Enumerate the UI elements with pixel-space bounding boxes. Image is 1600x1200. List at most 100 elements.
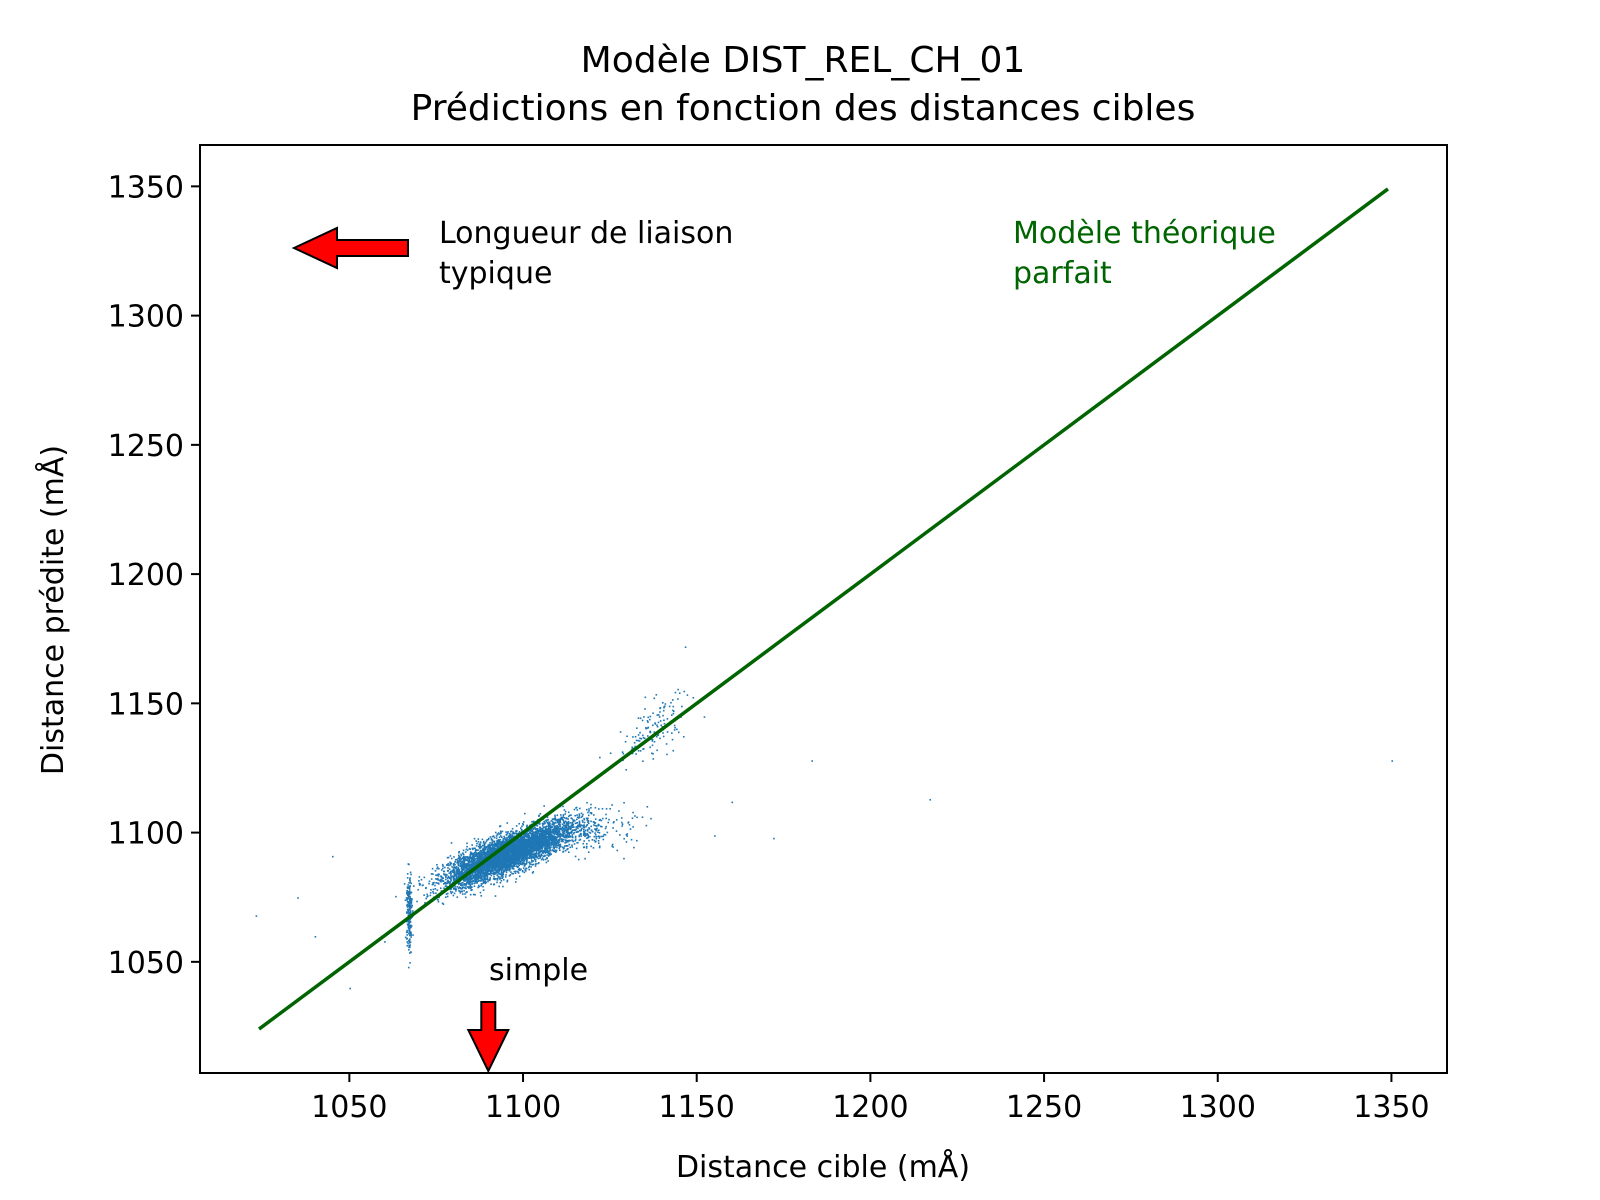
data-point	[524, 858, 526, 860]
data-point	[469, 893, 472, 896]
data-point	[511, 872, 513, 875]
data-point	[503, 869, 505, 872]
data-point	[490, 848, 492, 851]
data-point	[460, 854, 463, 857]
data-point	[514, 846, 516, 848]
data-point	[473, 864, 476, 867]
data-point	[500, 870, 503, 872]
data-point	[495, 862, 498, 865]
data-point	[492, 859, 495, 861]
data-point	[492, 860, 495, 863]
data-point	[534, 841, 536, 843]
data-point	[525, 825, 528, 828]
data-point	[472, 863, 475, 866]
data-point	[557, 839, 560, 841]
data-point	[449, 855, 452, 857]
data-point	[555, 818, 557, 821]
data-point	[448, 868, 451, 870]
data-point	[544, 850, 546, 852]
data-point	[578, 814, 581, 817]
data-point	[536, 824, 539, 827]
data-point	[523, 859, 526, 862]
data-point	[486, 848, 489, 851]
data-point	[555, 833, 558, 836]
data-point	[582, 830, 585, 833]
data-point	[534, 833, 537, 836]
data-point	[506, 822, 509, 824]
data-point	[516, 862, 519, 865]
data-point	[453, 878, 455, 880]
data-point	[508, 832, 511, 835]
data-point	[419, 883, 422, 886]
data-point	[438, 896, 440, 899]
data-point	[466, 863, 469, 866]
data-point	[492, 883, 495, 886]
data-point	[403, 883, 406, 885]
data-point	[515, 860, 518, 862]
data-point	[528, 831, 531, 834]
data-point	[540, 835, 543, 838]
data-point	[532, 857, 535, 859]
data-point	[533, 847, 535, 850]
data-point	[487, 844, 489, 847]
data-point	[471, 847, 474, 850]
data-point	[447, 879, 449, 882]
data-point	[453, 888, 455, 890]
data-point	[536, 846, 538, 849]
data-point	[542, 851, 545, 854]
data-point	[550, 831, 553, 833]
data-point	[522, 848, 524, 851]
data-point	[564, 813, 567, 815]
data-point	[451, 866, 453, 868]
data-point	[507, 864, 510, 867]
data-point	[505, 840, 508, 842]
data-point	[487, 878, 489, 881]
data-point	[510, 835, 513, 838]
data-point	[528, 839, 531, 842]
data-point	[420, 878, 423, 881]
data-point	[517, 859, 519, 861]
data-point	[534, 831, 536, 834]
data-point	[571, 844, 573, 847]
data-point	[554, 849, 557, 852]
data-point	[512, 832, 514, 834]
data-point	[578, 813, 581, 816]
data-point	[548, 852, 551, 855]
data-point	[498, 885, 500, 888]
data-point	[486, 875, 489, 877]
data-point	[532, 860, 535, 862]
data-point	[478, 869, 481, 872]
data-point	[471, 858, 474, 860]
data-point	[586, 823, 589, 826]
data-point	[555, 825, 557, 827]
data-point	[457, 857, 460, 860]
data-point	[553, 847, 556, 850]
data-point	[541, 822, 544, 825]
data-point	[524, 843, 527, 846]
data-point	[522, 859, 525, 861]
data-point	[458, 882, 461, 885]
data-point	[456, 873, 459, 875]
data-point	[499, 878, 501, 880]
data-point	[504, 864, 507, 866]
data-point	[551, 840, 553, 842]
data-point	[542, 852, 544, 855]
data-point	[540, 844, 543, 847]
data-point	[573, 826, 575, 828]
data-point	[436, 889, 439, 892]
data-point	[446, 877, 449, 880]
data-point	[450, 892, 453, 895]
data-point	[556, 836, 559, 839]
data-point	[605, 817, 607, 820]
data-point	[555, 828, 558, 830]
data-point	[587, 814, 590, 817]
data-point	[479, 843, 481, 846]
data-point	[519, 841, 522, 844]
data-point	[533, 854, 535, 856]
data-point	[434, 884, 436, 887]
data-point	[542, 859, 545, 861]
data-point	[512, 831, 515, 833]
data-point	[461, 869, 463, 872]
data-point	[469, 866, 472, 868]
data-point	[525, 870, 527, 872]
